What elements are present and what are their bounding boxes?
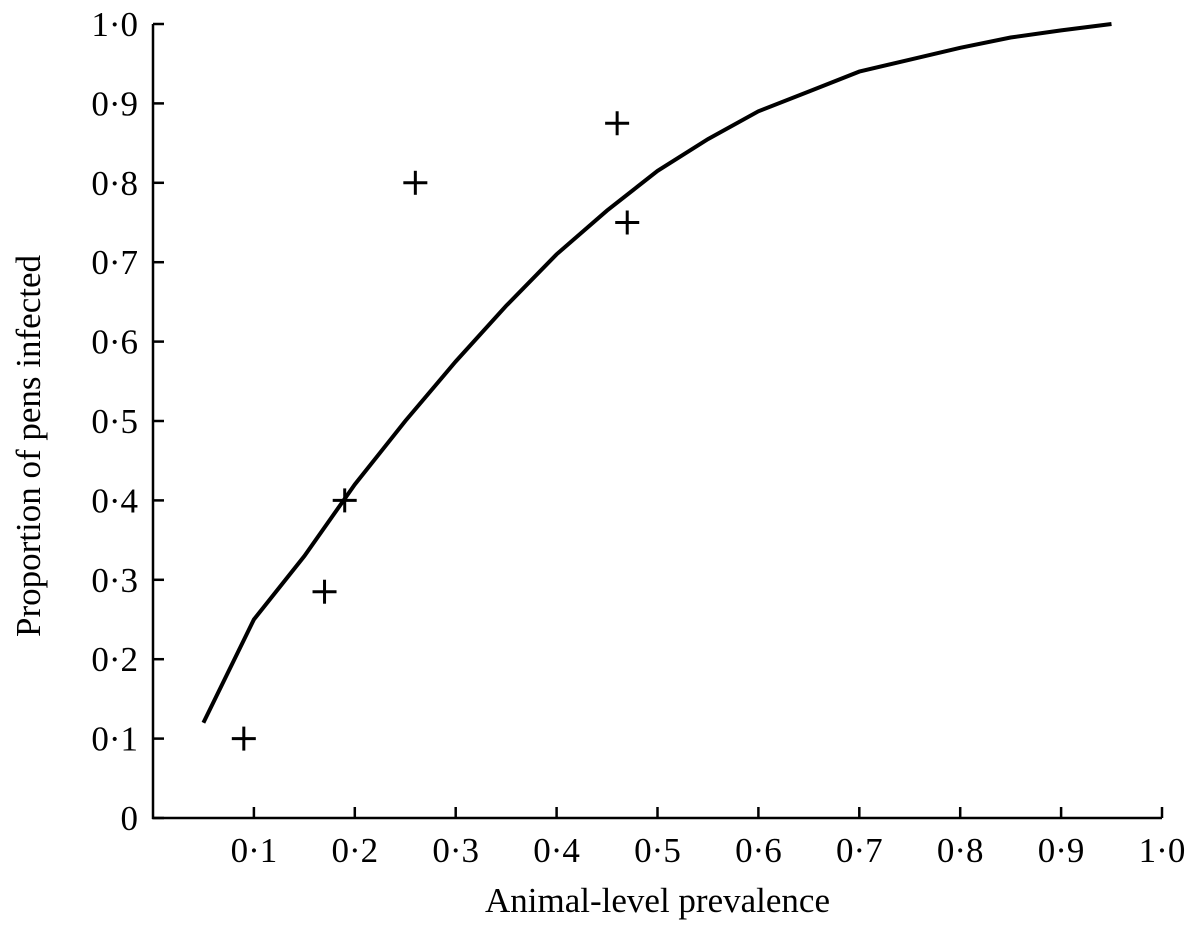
y-axis-title: Proportion of pens infected	[9, 255, 48, 637]
y-tick-label: 0·2	[91, 640, 138, 679]
data-points-group	[231, 111, 640, 751]
axes	[151, 24, 1162, 820]
x-tick-label: 0·7	[836, 831, 883, 870]
x-axis-ticks: 0·1 0·2 0·3 0·4 0·5 0·6 0·7 0·8 0·9 1·0	[231, 807, 1186, 870]
y-tick-label: 0·9	[91, 84, 138, 123]
data-point-plus-marker	[605, 111, 630, 136]
fitted-curve-group	[201, 22, 1112, 724]
y-tick-label: 0·5	[91, 402, 138, 441]
x-tick-label: 0·9	[1038, 831, 1085, 870]
x-tick-label: 0·6	[735, 831, 782, 870]
y-tick-label: 0·6	[91, 323, 138, 362]
x-tick-label: 0·1	[231, 831, 278, 870]
y-tick-label: 0·7	[91, 243, 138, 282]
data-point-plus-marker	[615, 210, 640, 235]
x-tick-label: 0·5	[634, 831, 681, 870]
y-tick-label: 0	[121, 799, 139, 838]
x-tick-label: 0·8	[937, 831, 984, 870]
x-tick-label: 0·2	[331, 831, 378, 870]
y-tick-label: 0·8	[91, 164, 138, 203]
y-tick-label: 0·3	[91, 561, 138, 600]
y-tick-label: 0·4	[91, 481, 138, 520]
data-point-plus-marker	[332, 488, 357, 513]
y-axis-ticks: 0 0·1 0·2 0·3 0·4 0·5 0·6 0·7 0·8 0·9 1·0	[91, 5, 164, 838]
x-axis-title: Animal-level prevalence	[485, 881, 830, 920]
y-tick-label: 0·1	[91, 720, 138, 759]
data-point-plus-marker	[231, 726, 256, 751]
x-tick-label: 0·3	[432, 831, 479, 870]
y-tick-label: 1·0	[91, 5, 138, 44]
data-point-plus-marker	[403, 170, 428, 195]
x-tick-label: 0·4	[533, 831, 580, 870]
data-point-plus-marker	[312, 579, 337, 604]
fitted-curve	[201, 22, 1112, 724]
x-tick-label: 1·0	[1139, 831, 1186, 870]
